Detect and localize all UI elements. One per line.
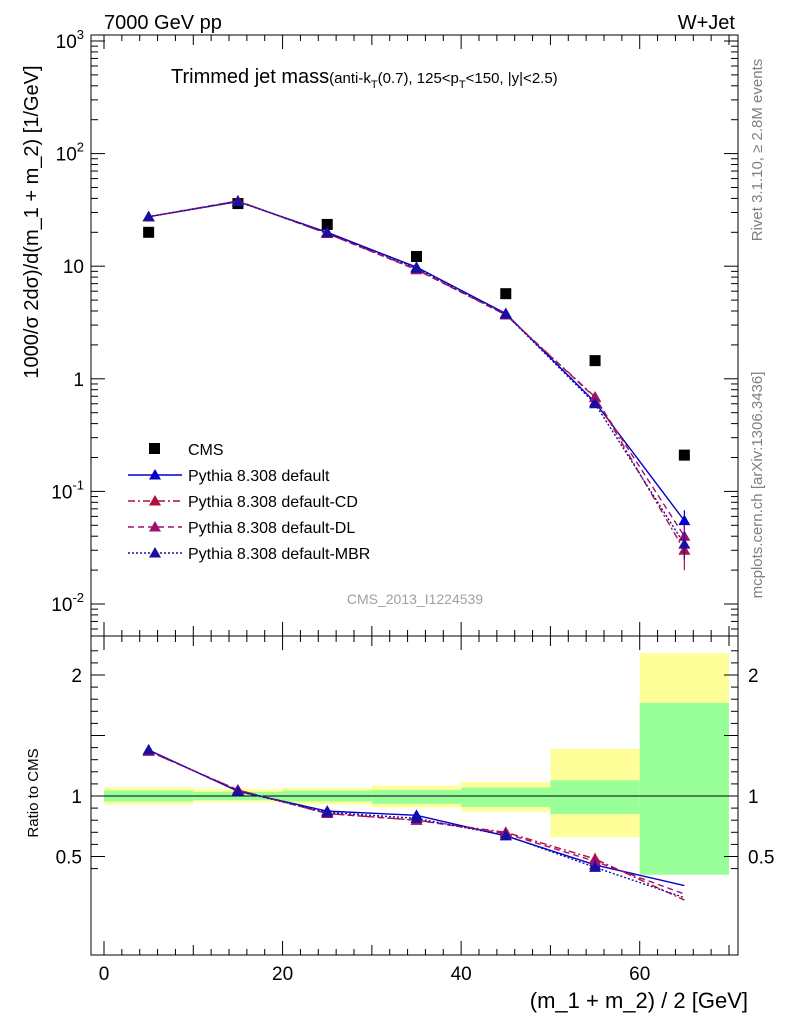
ratio-marker-mbr <box>231 785 244 796</box>
marker-default <box>678 514 691 526</box>
rivet-version-label: Rivet 3.1.10, ≥ 2.8M events <box>749 59 766 242</box>
marker-mbr <box>499 308 512 319</box>
title-sub-post: <150, |y|<2.5) <box>466 70 558 87</box>
main-y-axis-label: 1000/σ 2dσ)/d(m_1 + m_2) [1/GeV] <box>21 65 43 378</box>
title-sub-pre: (anti-k <box>329 70 371 87</box>
ratio-marker-mbr <box>499 829 512 840</box>
band-inner-4 <box>461 787 551 807</box>
main-y-tick-label: 102 <box>56 140 84 166</box>
data-point-cms <box>589 355 601 367</box>
legend-marker-dl <box>149 521 161 532</box>
ratio-y-tick-label: 2 <box>71 666 82 687</box>
main-series-layer <box>142 194 691 571</box>
marker-mbr <box>589 397 602 409</box>
legend-marker-default <box>149 469 161 480</box>
band-inner-5 <box>550 780 640 815</box>
marker-mbr <box>142 210 155 222</box>
main-y-tick-label: 103 <box>56 27 84 53</box>
marker-dl <box>589 391 602 403</box>
ratio-y-tick-label: 0.5 <box>56 848 82 869</box>
ratio-series-layer <box>142 744 685 901</box>
legend-label-dl: Pythia 8.308 default-DL <box>188 520 355 537</box>
x-tick-label: 0 <box>99 964 110 985</box>
data-point-cms <box>500 288 512 300</box>
title-sub-T1: T <box>371 79 378 91</box>
legend: CMS Pythia 8.308 default Pythia 8.308 defa… <box>128 442 370 563</box>
legend-label-default: Pythia 8.308 default <box>188 468 330 485</box>
main-y-tick-label: 1 <box>73 370 84 391</box>
ratio-y-tick-label: 1 <box>71 787 82 808</box>
axes-layer: 10-2 10-1 1 10 102 103 0 20 40 60 0.5 0.5 1 1 2 2 <box>51 27 774 985</box>
x-tick-label: 60 <box>629 964 650 985</box>
band-inner-6 <box>639 702 729 875</box>
band-inner-3 <box>371 789 462 804</box>
legend-label-mbr: Pythia 8.308 default-MBR <box>188 546 370 563</box>
analysis-watermark: CMS_2013_I1224539 <box>347 591 483 607</box>
main-y-tick-label: 10-1 <box>51 477 84 503</box>
x-tick-label: 20 <box>272 964 293 985</box>
ratio-marker-mbr <box>142 744 155 755</box>
legend-marker-mbr <box>149 547 161 558</box>
data-point-cms <box>678 449 690 461</box>
marker-mbr <box>231 195 244 207</box>
x-tick-label: 40 <box>451 964 472 985</box>
title-main: Trimmed jet mass <box>171 66 329 88</box>
header-process: W+Jet <box>678 12 736 34</box>
main-y-tick-label: 10-2 <box>51 590 84 616</box>
ratio-y-tick-label-right: 2 <box>748 666 759 687</box>
marker-mbr <box>321 226 334 238</box>
plot-title: Trimmed jet mass(anti-kT(0.7), 125<pT<15… <box>171 66 558 91</box>
x-axis-label: (m_1 + m_2) / 2 [GeV] <box>530 988 748 1013</box>
ratio-marker-mbr <box>410 812 423 823</box>
legend-label-cd: Pythia 8.308 default-CD <box>188 494 358 511</box>
ratio-marker-mbr <box>321 806 334 817</box>
legend-marker-cd <box>149 495 161 506</box>
data-point-cms <box>321 218 333 230</box>
ratio-y-axis-label: Ratio to CMS <box>25 748 42 837</box>
ratio-y-tick-label-right: 1 <box>748 787 759 808</box>
ratio-y-tick-label-right: 0.5 <box>748 848 774 869</box>
ratio-uncertainty-bands <box>104 653 729 875</box>
main-y-tick-label: 10 <box>63 257 84 278</box>
marker-mbr <box>410 262 423 273</box>
title-sub-mid: (0.7), 125<p <box>378 70 459 87</box>
legend-marker-cms <box>149 443 160 454</box>
data-point-cms <box>411 250 422 262</box>
header-energy: 7000 GeV pp <box>104 12 222 34</box>
legend-label-data: CMS <box>188 442 224 459</box>
marker-mbr <box>678 538 691 549</box>
title-sub-T2: T <box>459 79 466 91</box>
data-point-cms <box>143 226 155 238</box>
mcplots-label: mcplots.cern.ch [arXiv:1306.3436] <box>749 372 766 599</box>
